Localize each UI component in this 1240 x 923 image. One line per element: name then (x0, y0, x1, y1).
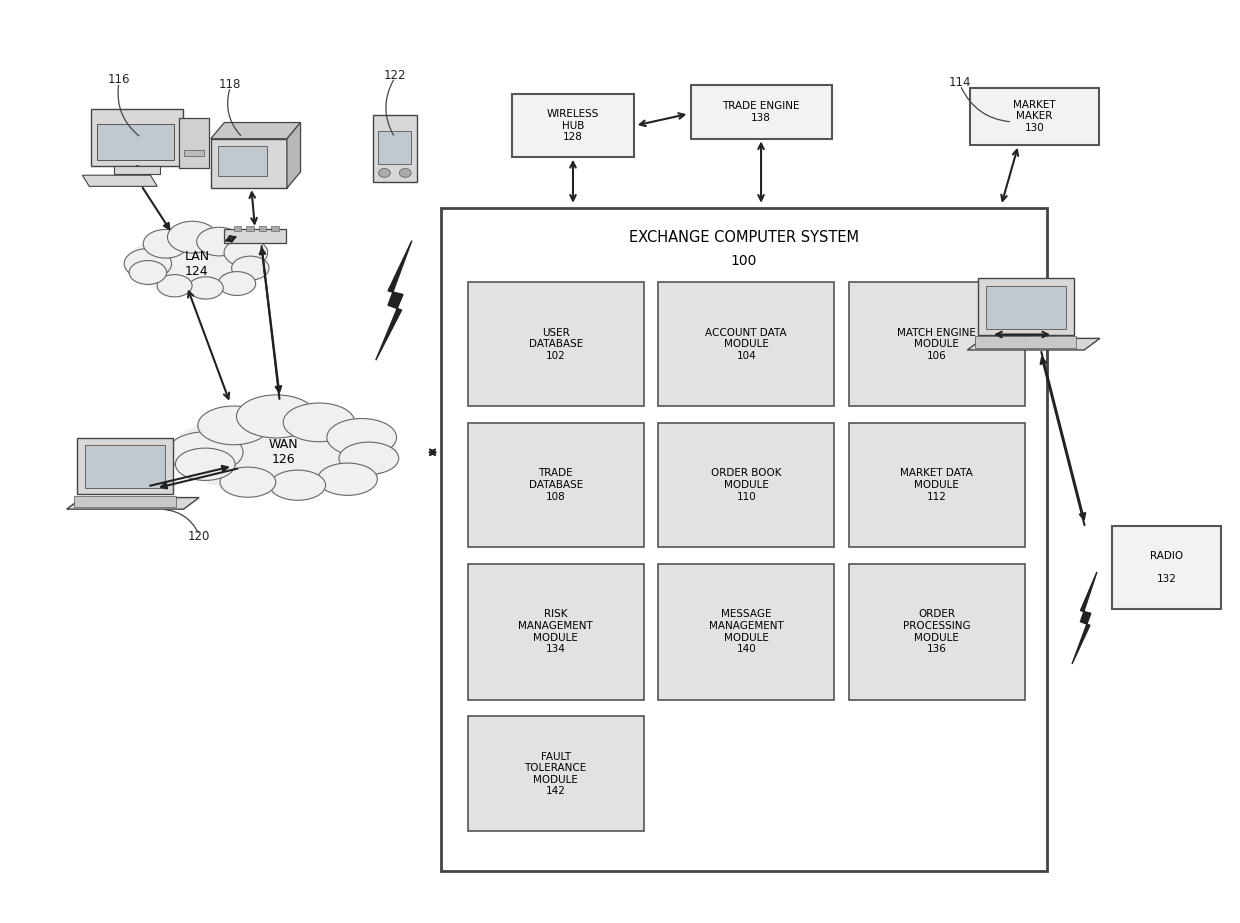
Text: 114: 114 (949, 76, 971, 89)
Bar (211, 138, 286, 188)
Text: RISK
MANAGEMENT
MODULE
134: RISK MANAGEMENT MODULE 134 (518, 609, 593, 654)
Bar (91, 110, 184, 166)
Ellipse shape (125, 233, 268, 294)
Bar (114, 166, 160, 174)
Ellipse shape (218, 271, 255, 295)
Bar (467, 564, 644, 700)
Text: 118: 118 (219, 78, 242, 90)
Bar (512, 94, 634, 157)
Ellipse shape (237, 395, 316, 438)
Text: TRADE ENGINE
138: TRADE ENGINE 138 (722, 101, 800, 123)
Ellipse shape (144, 230, 188, 258)
Ellipse shape (175, 448, 236, 480)
Ellipse shape (224, 239, 268, 267)
Bar (185, 150, 203, 156)
Text: WIRELESS
HUB
128: WIRELESS HUB 128 (547, 109, 599, 142)
Bar (84, 446, 165, 488)
Ellipse shape (188, 277, 223, 299)
Text: MARKET
MAKER
130: MARKET MAKER 130 (1013, 100, 1055, 133)
Ellipse shape (327, 418, 397, 456)
Bar (691, 85, 832, 138)
Ellipse shape (167, 222, 217, 253)
Bar (467, 423, 644, 547)
Text: 100: 100 (730, 254, 756, 268)
Bar (179, 117, 210, 168)
Bar (658, 423, 835, 547)
Ellipse shape (339, 442, 399, 474)
Text: MESSAGE
MANAGEMENT
MODULE
140: MESSAGE MANAGEMENT MODULE 140 (709, 609, 784, 654)
Bar (658, 564, 835, 700)
Text: WAN
126: WAN 126 (269, 438, 299, 466)
Polygon shape (67, 497, 200, 509)
Bar (247, 226, 254, 231)
Polygon shape (967, 339, 1100, 350)
Polygon shape (286, 123, 300, 188)
Ellipse shape (157, 275, 192, 297)
Ellipse shape (283, 403, 355, 442)
Bar (975, 337, 1076, 348)
Polygon shape (376, 241, 412, 360)
Ellipse shape (219, 467, 275, 497)
Bar (1112, 526, 1221, 609)
Polygon shape (211, 123, 300, 138)
Bar (440, 209, 1047, 871)
Bar (74, 496, 176, 508)
Text: 116: 116 (108, 73, 130, 86)
Bar (970, 88, 1099, 145)
Text: LAN
124: LAN 124 (185, 249, 210, 278)
Ellipse shape (270, 470, 326, 500)
Bar (467, 716, 644, 832)
Bar (986, 286, 1066, 329)
Bar (849, 564, 1024, 700)
Bar (978, 279, 1074, 334)
Polygon shape (82, 175, 157, 186)
Bar (658, 282, 835, 406)
Bar (467, 282, 644, 406)
Text: ORDER
PROCESSING
MODULE
136: ORDER PROCESSING MODULE 136 (903, 609, 971, 654)
Bar (98, 124, 174, 160)
Text: EXCHANGE COMPUTER SYSTEM: EXCHANGE COMPUTER SYSTEM (629, 231, 859, 246)
Ellipse shape (167, 432, 243, 473)
Ellipse shape (198, 406, 269, 445)
Bar (272, 226, 279, 231)
Text: RADIO

132: RADIO 132 (1151, 551, 1183, 584)
Text: FAULT
TOLERANCE
MODULE
142: FAULT TOLERANCE MODULE 142 (525, 751, 587, 797)
Text: 120: 120 (188, 531, 211, 544)
Ellipse shape (129, 260, 166, 284)
Ellipse shape (170, 411, 397, 494)
Circle shape (399, 169, 412, 177)
Bar (378, 131, 412, 164)
Bar (372, 115, 417, 182)
Ellipse shape (232, 257, 269, 280)
Text: MARKET DATA
MODULE
112: MARKET DATA MODULE 112 (900, 468, 973, 501)
Polygon shape (1073, 572, 1097, 664)
Bar (234, 226, 242, 231)
Text: ORDER BOOK
MODULE
110: ORDER BOOK MODULE 110 (711, 468, 781, 501)
Text: 122: 122 (383, 68, 405, 81)
Bar (849, 423, 1024, 547)
Bar (217, 147, 267, 176)
Bar (224, 229, 286, 244)
Text: USER
DATABASE
102: USER DATABASE 102 (528, 328, 583, 361)
Bar (849, 282, 1024, 406)
Ellipse shape (197, 227, 242, 256)
Circle shape (378, 169, 391, 177)
Text: TRADE
DATABASE
108: TRADE DATABASE 108 (528, 468, 583, 501)
Ellipse shape (317, 463, 377, 496)
Bar (259, 226, 267, 231)
Bar (77, 438, 174, 494)
Text: ACCOUNT DATA
MODULE
104: ACCOUNT DATA MODULE 104 (706, 328, 787, 361)
Ellipse shape (124, 248, 171, 279)
Text: MATCH ENGINE
MODULE
106: MATCH ENGINE MODULE 106 (898, 328, 976, 361)
